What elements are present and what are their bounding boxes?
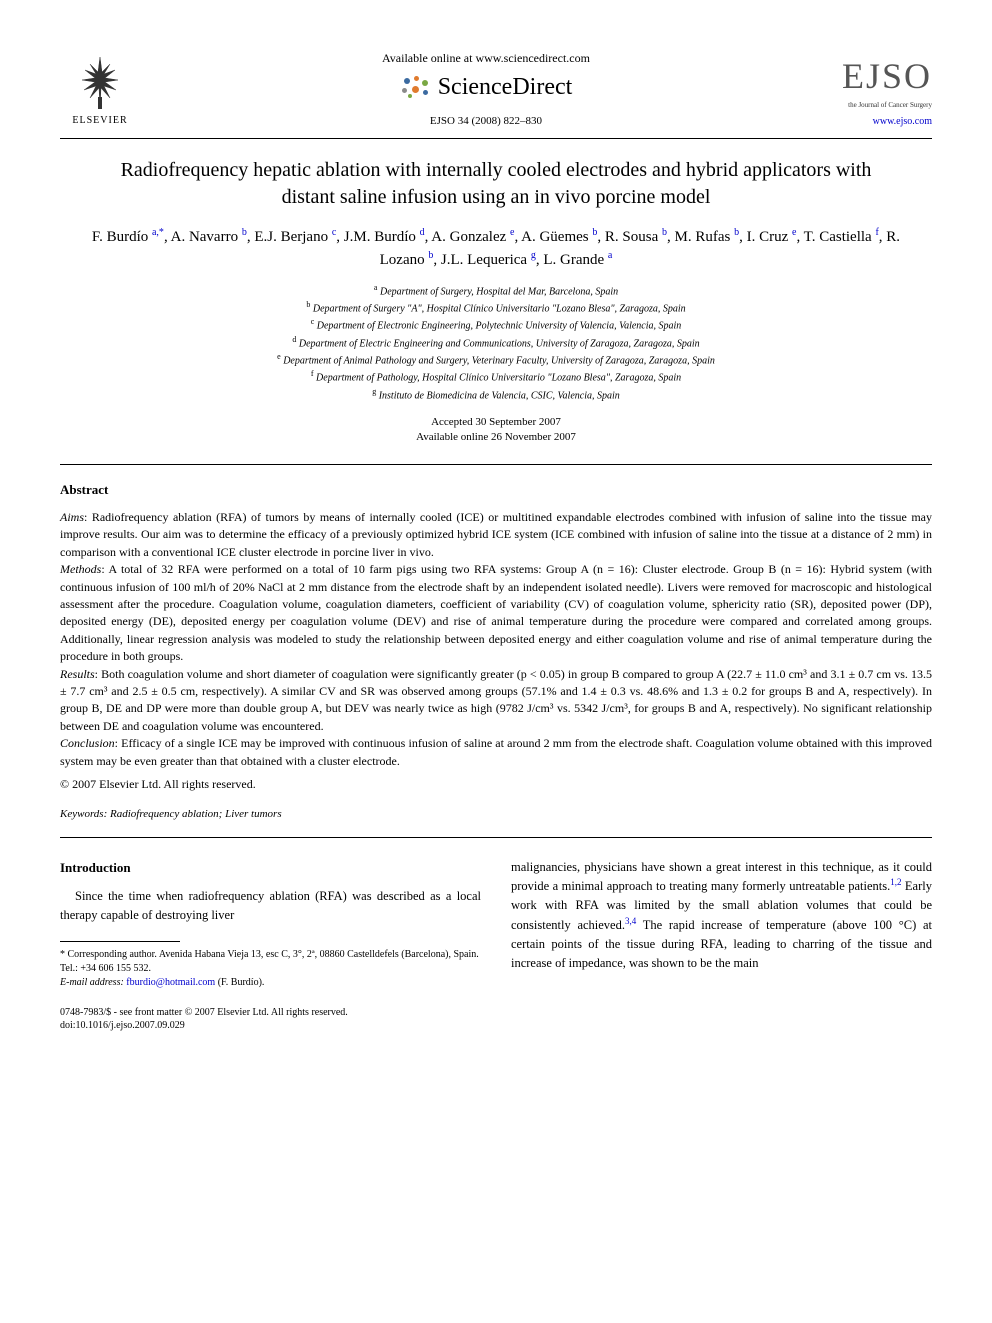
publication-dates: Accepted 30 September 2007 Available onl…: [60, 415, 932, 446]
article-title: Radiofrequency hepatic ablation with int…: [100, 157, 892, 211]
intro-text-a: malignancies, physicians have shown a gr…: [511, 860, 932, 894]
conclusion-text: : Efficacy of a single ICE may be improv…: [60, 736, 932, 767]
elsevier-logo: ELSEVIER: [60, 52, 140, 128]
methods-text: : A total of 32 RFA were performed on a …: [60, 562, 932, 663]
online-date: Available online 26 November 2007: [60, 430, 932, 445]
available-online-text: Available online at www.sciencedirect.co…: [140, 50, 832, 67]
conclusion-label: Conclusion: [60, 736, 115, 750]
elsevier-tree-icon: [70, 52, 130, 112]
keywords-text: Radiofrequency ablation; Liver tumors: [107, 808, 281, 820]
abstract-aims: Aims: Radiofrequency ablation (RFA) of t…: [60, 509, 932, 561]
affiliation-item: g Instituto de Biomedicina de Valencia, …: [60, 386, 932, 403]
email-label: E-mail address:: [60, 977, 124, 988]
left-column: Introduction Since the time when radiofr…: [60, 858, 481, 990]
abstract-body: Aims: Radiofrequency ablation (RFA) of t…: [60, 509, 932, 793]
elsevier-label: ELSEVIER: [72, 114, 127, 128]
affiliation-item: f Department of Pathology, Hospital Clín…: [60, 368, 932, 385]
affiliation-item: d Department of Electric Engineering and…: [60, 334, 932, 351]
header-rule: [60, 138, 932, 139]
affiliation-item: e Department of Animal Pathology and Sur…: [60, 351, 932, 368]
ejso-text: EJSO: [832, 51, 932, 101]
ejso-subtitle: the Journal of Cancer Surgery: [832, 101, 932, 111]
abstract-heading: Abstract: [60, 481, 932, 499]
page-container: ELSEVIER Available online at www.science…: [0, 0, 992, 1072]
aims-text: : Radiofrequency ablation (RFA) of tumor…: [60, 510, 932, 559]
doi-line: doi:10.1016/j.ejso.2007.09.029: [60, 1019, 932, 1032]
body-columns: Introduction Since the time when radiofr…: [60, 858, 932, 990]
intro-para-left: Since the time when radiofrequency ablat…: [60, 887, 481, 925]
introduction-heading: Introduction: [60, 858, 481, 878]
ref-1-2[interactable]: 1,2: [890, 877, 901, 887]
results-label: Results: [60, 667, 95, 681]
affiliation-item: c Department of Electronic Engineering, …: [60, 316, 932, 333]
email-author: (F. Burdío).: [215, 977, 264, 988]
author-list: F. Burdío a,*, A. Navarro b, E.J. Berjan…: [80, 225, 912, 272]
corresponding-author-note: * Corresponding author. Avenida Habana V…: [60, 948, 481, 976]
sciencedirect-text: ScienceDirect: [438, 71, 573, 105]
ref-3-4[interactable]: 3,4: [625, 916, 636, 926]
affiliation-item: a Department of Surgery, Hospital del Ma…: [60, 282, 932, 299]
abstract-results: Results: Both coagulation volume and sho…: [60, 666, 932, 736]
results-text: : Both coagulation volume and short diam…: [60, 667, 932, 733]
ejso-url[interactable]: www.ejso.com: [832, 115, 932, 129]
journal-header: ELSEVIER Available online at www.science…: [60, 50, 932, 130]
footnote-separator: [60, 941, 180, 942]
email-note: E-mail address: fburdio@hotmail.com (F. …: [60, 976, 481, 990]
footer-meta: 0748-7983/$ - see front matter © 2007 El…: [60, 1006, 932, 1032]
center-header: Available online at www.sciencedirect.co…: [140, 50, 832, 130]
right-column: malignancies, physicians have shown a gr…: [511, 858, 932, 990]
intro-para-right: malignancies, physicians have shown a gr…: [511, 858, 932, 973]
sciencedirect-logo: ScienceDirect: [140, 71, 832, 105]
sciencedirect-dots-icon: [400, 76, 430, 100]
email-address[interactable]: fburdio@hotmail.com: [126, 977, 215, 988]
abstract-conclusion: Conclusion: Efficacy of a single ICE may…: [60, 735, 932, 770]
front-matter-line: 0748-7983/$ - see front matter © 2007 El…: [60, 1006, 932, 1019]
affiliation-list: a Department of Surgery, Hospital del Ma…: [60, 282, 932, 403]
keywords-label: Keywords:: [60, 808, 107, 820]
methods-label: Methods: [60, 562, 101, 576]
keywords: Keywords: Radiofrequency ablation; Liver…: [60, 807, 932, 822]
accepted-date: Accepted 30 September 2007: [60, 415, 932, 430]
ejso-logo: EJSO the Journal of Cancer Surgery www.e…: [832, 51, 932, 129]
abstract-rule: [60, 837, 932, 838]
journal-citation: EJSO 34 (2008) 822–830: [140, 114, 832, 129]
copyright-text: © 2007 Elsevier Ltd. All rights reserved…: [60, 776, 932, 793]
title-rule: [60, 464, 932, 465]
affiliation-item: b Department of Surgery "A", Hospital Cl…: [60, 299, 932, 316]
abstract-methods: Methods: A total of 32 RFA were performe…: [60, 561, 932, 665]
aims-label: Aims: [60, 510, 84, 524]
